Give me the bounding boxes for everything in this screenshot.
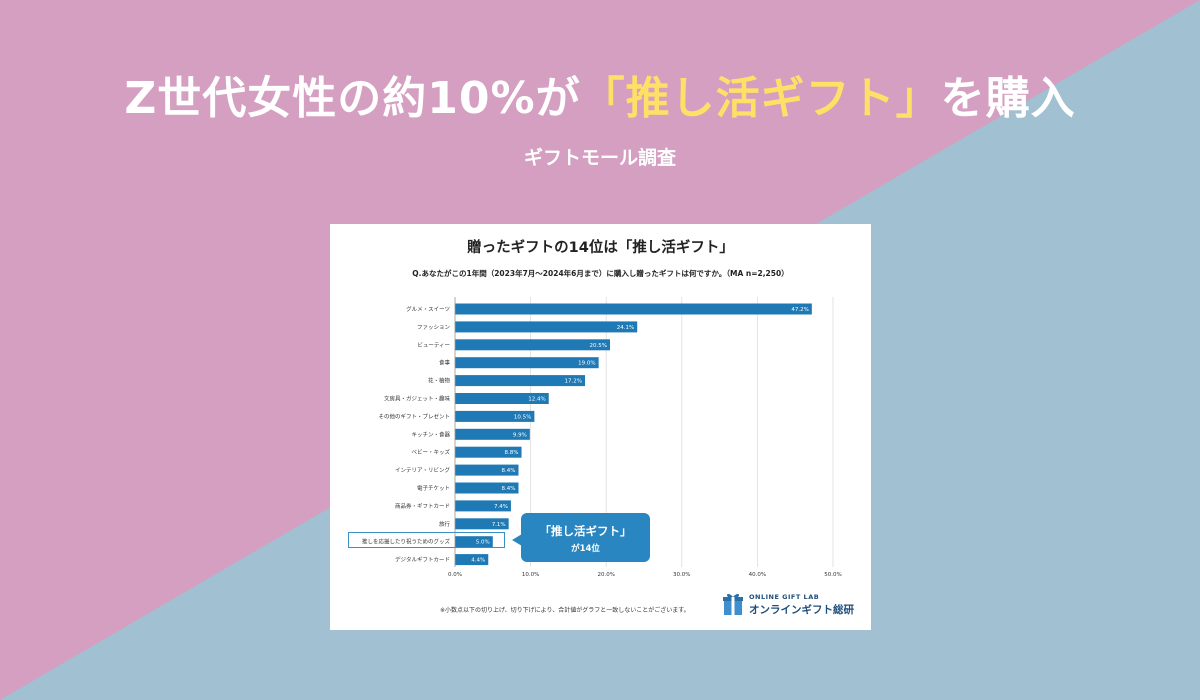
callout-bubble: 「推し活ギフト」 が14位 bbox=[521, 513, 650, 562]
x-tick-label: 0.0% bbox=[448, 572, 462, 578]
bar bbox=[455, 375, 586, 387]
headline-part2: を購入 bbox=[940, 73, 1076, 124]
x-tick-label: 10.0% bbox=[522, 572, 539, 578]
bar bbox=[455, 339, 610, 351]
category-label: 文房具・ガジェット・趣味 bbox=[384, 395, 451, 403]
bar bbox=[455, 518, 509, 530]
data-label: 4.4% bbox=[471, 558, 485, 564]
highlight-box bbox=[348, 532, 505, 548]
bar bbox=[455, 446, 522, 458]
chart-title: 贈ったギフトの14位は「推し活ギフト」 bbox=[467, 240, 734, 256]
category-label: デジタルギフトカード bbox=[395, 556, 450, 564]
bar bbox=[455, 554, 489, 566]
bar bbox=[455, 357, 599, 369]
chart-question: Q.あなたがこの1年間（2023年7月～2024年6月まで）に購入し贈ったギフト… bbox=[412, 269, 789, 278]
headline-highlight: 「推し活ギフト」 bbox=[580, 73, 941, 124]
data-label: 8.8% bbox=[505, 450, 519, 456]
callout-line2: が14位 bbox=[571, 544, 600, 554]
data-label: 8.4% bbox=[502, 468, 516, 474]
data-label: 7.1% bbox=[492, 522, 506, 528]
headline: Z世代女性の約10%が「推し活ギフト」を購入 bbox=[0, 62, 1200, 126]
logo-text-en: ONLINE GIFT LAB bbox=[749, 593, 820, 601]
data-label: 19.0% bbox=[578, 361, 595, 367]
category-label: 花・植物 bbox=[428, 377, 451, 385]
x-tick-label: 40.0% bbox=[749, 572, 766, 578]
bar bbox=[455, 500, 511, 512]
subheadline: ギフトモール調査 bbox=[523, 147, 676, 169]
data-label: 7.4% bbox=[494, 504, 508, 510]
data-label: 17.2% bbox=[565, 379, 582, 385]
data-label: 24.1% bbox=[617, 325, 634, 331]
category-label: その他のギフト・プレゼント bbox=[378, 412, 450, 420]
bar bbox=[455, 464, 519, 476]
callout-tail bbox=[512, 534, 522, 546]
bar bbox=[455, 321, 638, 333]
category-label: 食事 bbox=[439, 359, 451, 367]
x-tick-label: 50.0% bbox=[824, 572, 841, 578]
logo-text-ja: オンラインギフト総研 bbox=[749, 604, 854, 616]
x-tick-label: 20.0% bbox=[597, 572, 614, 578]
category-label: ファッション bbox=[417, 324, 451, 331]
chart-card: 贈ったギフトの14位は「推し活ギフト」 Q.あなたがこの1年間（2023年7月～… bbox=[330, 224, 871, 630]
bar bbox=[455, 536, 493, 548]
category-label: グルメ・スイーツ bbox=[406, 305, 450, 313]
logo: ONLINE GIFT LAB オンラインギフト総研 bbox=[723, 590, 871, 620]
bar-chart: 0.0% 10.0% 20.0% 30.0% 40.0% 50.0% グルメ・スイーツ 47.… bbox=[362, 297, 842, 578]
data-label: 5.0% bbox=[476, 540, 490, 546]
category-label: ベビー・キッズ bbox=[411, 448, 450, 456]
bar bbox=[455, 393, 549, 404]
data-label: 9.9% bbox=[513, 432, 527, 438]
headline-part1: Z世代女性の約10%が bbox=[124, 73, 581, 124]
x-tick-label: 30.0% bbox=[673, 572, 690, 578]
bar bbox=[455, 428, 530, 440]
bar bbox=[455, 482, 519, 494]
category-label: 推しを応援したり祝うためのグッズ bbox=[362, 538, 451, 546]
data-label: 20.5% bbox=[589, 343, 606, 349]
data-label: 8.4% bbox=[502, 486, 516, 492]
category-label: 旅行 bbox=[439, 520, 451, 528]
data-label: 10.5% bbox=[514, 414, 531, 420]
gift-box-icon bbox=[723, 593, 743, 615]
data-label: 47.2% bbox=[791, 307, 808, 313]
category-label: 電子チケット bbox=[417, 485, 450, 492]
category-label: キッチン・食器 bbox=[411, 430, 450, 438]
bar bbox=[455, 410, 535, 422]
category-label: 商品券・ギフトカード bbox=[395, 502, 450, 510]
bar bbox=[455, 303, 812, 315]
category-label: インテリア・リビング bbox=[395, 466, 451, 474]
footnote: ※小数点以下の切り上げ、切り下げにより、合計値がグラフと一致しないことがございま… bbox=[440, 607, 690, 614]
category-label: ビューティー bbox=[417, 341, 450, 349]
callout-line1: 「推し活ギフト」 bbox=[539, 524, 632, 538]
data-label: 12.4% bbox=[528, 397, 545, 403]
